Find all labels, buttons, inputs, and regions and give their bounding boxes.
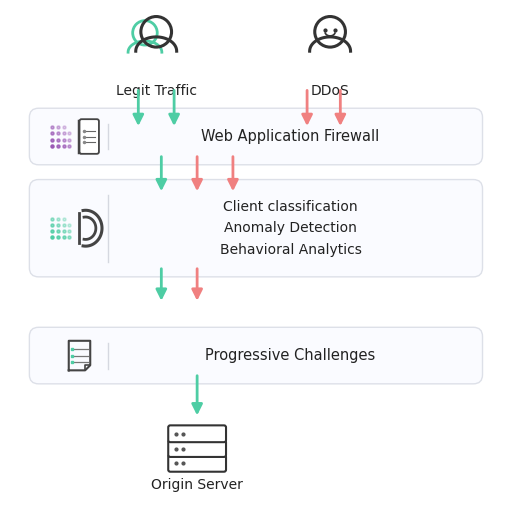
FancyBboxPatch shape: [29, 180, 482, 277]
FancyBboxPatch shape: [80, 119, 99, 154]
Text: DDoS: DDoS: [311, 84, 349, 98]
FancyBboxPatch shape: [168, 455, 226, 472]
FancyBboxPatch shape: [29, 108, 482, 165]
FancyBboxPatch shape: [168, 425, 226, 442]
Text: Legit Traffic: Legit Traffic: [116, 84, 196, 98]
Text: Client classification: Client classification: [223, 200, 358, 214]
Text: Web Application Firewall: Web Application Firewall: [201, 129, 379, 144]
Text: Progressive Challenges: Progressive Challenges: [205, 348, 375, 363]
Text: Behavioral Analytics: Behavioral Analytics: [220, 243, 361, 256]
FancyBboxPatch shape: [168, 440, 226, 457]
Text: Origin Server: Origin Server: [151, 477, 243, 492]
Text: Anomaly Detection: Anomaly Detection: [224, 221, 357, 235]
FancyBboxPatch shape: [29, 328, 482, 384]
